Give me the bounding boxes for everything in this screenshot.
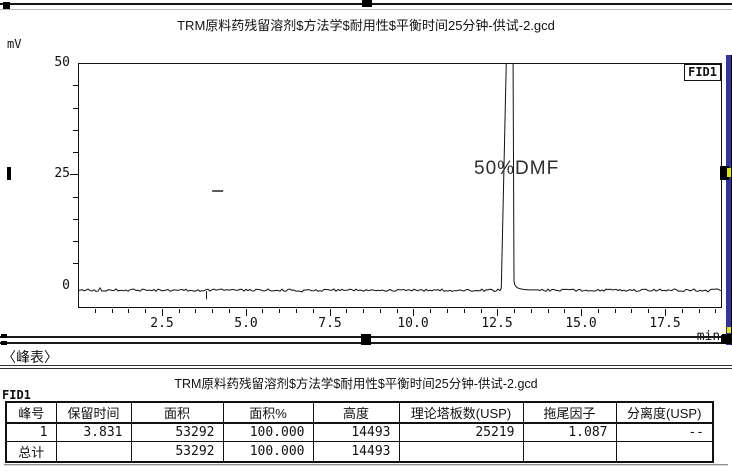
col-height: 高度 <box>312 401 400 424</box>
middle-splitter-left-handle-bottom[interactable] <box>1 341 7 345</box>
peak-table-section-label: 〈峰表〉 <box>2 349 58 365</box>
y-tick-label: 0 <box>62 278 70 293</box>
table-row-peak-1[interactable]: 1 3.831 53292 100.000 14493 25219 1.087 … <box>5 422 714 442</box>
y-tick-label: 25 <box>54 166 70 181</box>
x-tick <box>464 309 465 313</box>
x-tick <box>430 309 431 313</box>
cell-total-tailing <box>522 441 617 463</box>
col-peak-no: 峰号 <box>5 401 57 424</box>
x-tick <box>112 309 113 313</box>
cell-peak-no: 1 <box>5 422 57 442</box>
x-tick <box>615 309 616 313</box>
cell-area: 53292 <box>130 422 224 442</box>
x-tick-label: 15.0 <box>565 316 597 331</box>
x-tick-label: 7.5 <box>318 316 342 331</box>
x-tick <box>581 309 582 316</box>
cell-area-percent: 100.000 <box>222 422 314 442</box>
x-tick <box>380 309 381 313</box>
x-tick <box>246 309 247 316</box>
x-tick <box>162 309 163 316</box>
x-tick-label: 10.0 <box>397 316 429 331</box>
peak-table-header-row: 峰号 保留时间 面积 面积% 高度 理论塔板数(USP) 拖尾因子 分离度(US… <box>5 401 714 424</box>
x-tick <box>715 309 716 313</box>
plot-area[interactable]: FID1 <box>78 63 722 308</box>
col-area: 面积 <box>130 401 224 424</box>
cursor-mark <box>212 190 224 192</box>
cell-resolution: -- <box>615 422 714 442</box>
x-tick <box>330 309 331 316</box>
x-tick <box>229 309 230 313</box>
peak-table[interactable]: 峰号 保留时间 面积 面积% 高度 理论塔板数(USP) 拖尾因子 分离度(US… <box>5 401 714 463</box>
x-tick-label: 2.5 <box>150 316 174 331</box>
x-tick <box>481 309 482 313</box>
col-resolution: 分离度(USP) <box>615 401 714 424</box>
x-tick <box>548 309 549 313</box>
channel-label: FID1 <box>2 388 31 402</box>
x-tick <box>497 309 498 316</box>
chromatogram-trace <box>78 63 722 308</box>
detector-label: FID1 <box>684 64 721 81</box>
cell-total-area-percent: 100.000 <box>222 441 314 463</box>
cell-total-retention <box>55 441 132 463</box>
x-tick <box>397 309 398 313</box>
bottom-divider <box>4 464 728 466</box>
x-tick <box>346 309 347 313</box>
top-splitter-end-handle[interactable] <box>3 2 10 9</box>
peak-annotation: 50%DMF <box>474 158 560 179</box>
top-splitter-drag-handle[interactable] <box>362 0 372 7</box>
x-tick <box>648 309 649 313</box>
vertical-scrollbar-thumb-accent <box>727 168 731 177</box>
x-tick <box>413 309 414 316</box>
left-edge-marker <box>7 167 11 180</box>
x-tick <box>665 309 666 316</box>
x-tick <box>296 309 297 313</box>
cell-total-height: 14493 <box>312 441 400 463</box>
middle-splitter-left-handle-top[interactable] <box>1 334 7 338</box>
vertical-scrollbar-end-accent <box>727 327 731 333</box>
middle-splitter-drag-handle[interactable] <box>361 334 371 345</box>
middle-splitter-right-handle[interactable] <box>721 335 731 344</box>
section-divider <box>0 365 732 369</box>
x-tick <box>598 309 599 313</box>
vertical-scrollbar[interactable] <box>726 55 732 345</box>
cell-total-area: 53292 <box>130 441 224 463</box>
cell-total-resolution <box>615 441 714 463</box>
y-tick-label: 50 <box>54 55 70 70</box>
vertical-scrollbar-thumb[interactable] <box>720 166 729 180</box>
y-axis-unit-label: mV <box>7 37 22 51</box>
x-tick <box>279 309 280 313</box>
col-area-percent: 面积% <box>222 401 314 424</box>
table-row-total[interactable]: 总计 53292 100.000 14493 <box>5 441 714 463</box>
x-tick <box>128 309 129 313</box>
x-tick <box>195 309 196 313</box>
x-tick <box>699 309 700 313</box>
cell-theoretical-plates: 25219 <box>398 422 524 442</box>
cell-tailing-factor: 1.087 <box>522 422 617 442</box>
x-tick <box>514 309 515 313</box>
x-tick <box>682 309 683 313</box>
x-tick <box>313 309 314 313</box>
x-tick-label: 5.0 <box>234 316 258 331</box>
x-tick <box>447 309 448 313</box>
x-tick <box>363 309 364 313</box>
x-tick <box>95 309 96 313</box>
col-retention-time: 保留时间 <box>55 401 132 424</box>
x-tick <box>564 309 565 313</box>
cell-height: 14493 <box>312 422 400 442</box>
x-tick-label: 12.5 <box>481 316 513 331</box>
y-tick <box>70 174 78 175</box>
x-tick <box>531 309 532 313</box>
col-tailing-factor: 拖尾因子 <box>522 401 617 424</box>
col-theoretical-plates: 理论塔板数(USP) <box>398 401 524 424</box>
peak-table-title: TRM原料药残留溶剂$方法学$耐用性$平衡时间25分钟-供试-2.gcd <box>174 377 538 391</box>
x-tick <box>212 309 213 313</box>
cell-total-label: 总计 <box>5 441 57 463</box>
chromatogram-title: TRM原料药残留溶剂$方法学$耐用性$平衡时间25分钟-供试-2.gcd <box>177 18 555 33</box>
x-tick <box>145 309 146 313</box>
cell-retention-time: 3.831 <box>55 422 132 442</box>
cell-total-plates <box>398 441 524 463</box>
x-tick <box>179 309 180 313</box>
x-tick <box>262 309 263 313</box>
x-tick <box>631 309 632 313</box>
